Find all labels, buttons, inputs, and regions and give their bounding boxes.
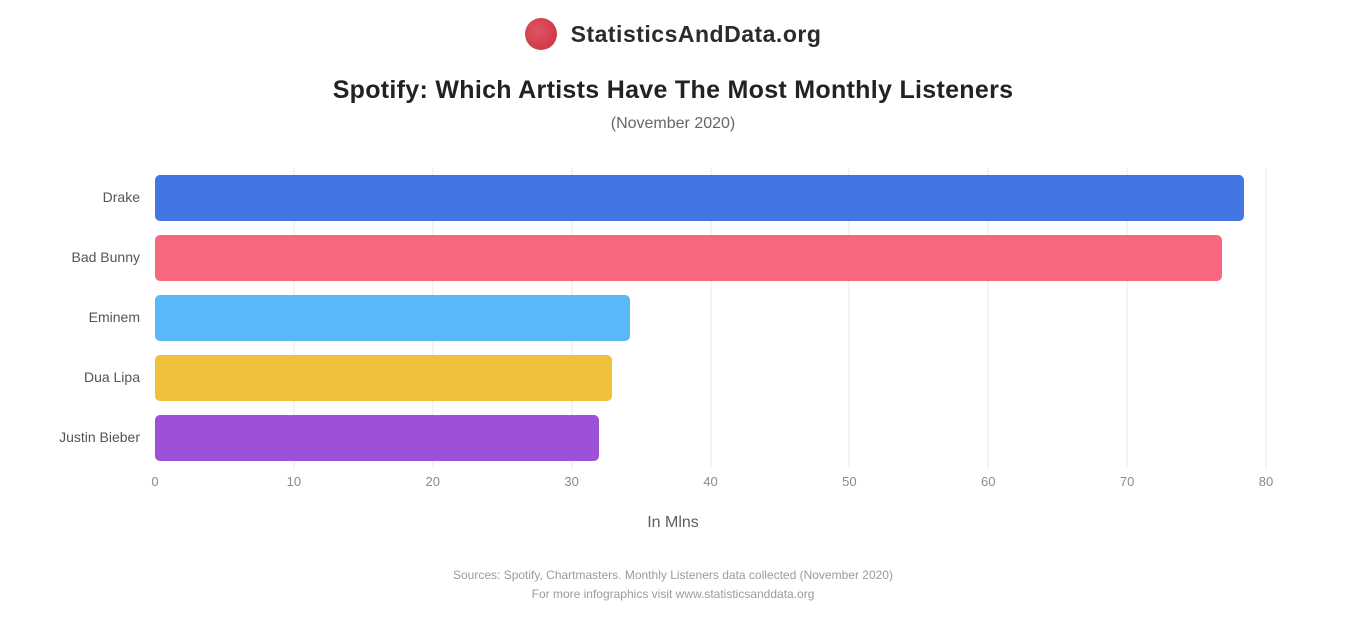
gridline	[1265, 168, 1267, 468]
y-label: Dua Lipa	[83, 369, 140, 386]
x-tick-label: 0	[151, 474, 159, 489]
y-label: Justin Bieber	[59, 429, 140, 446]
site-logo: StatisticsAndData.org	[0, 18, 1346, 50]
chart-subtitle: (November 2020)	[610, 115, 736, 132]
gridline	[1126, 168, 1129, 468]
footer: Sources: Spotify, Chartmasters. Monthly …	[0, 568, 1346, 601]
gridline	[987, 168, 990, 468]
x-tick-label: 60	[981, 474, 996, 489]
x-tick-label: 10	[286, 474, 302, 489]
bar-justin-bieber	[155, 415, 600, 461]
x-tick-label: 80	[1258, 474, 1274, 489]
y-label: Drake	[102, 189, 140, 206]
x-tick-label: 70	[1119, 474, 1135, 489]
bar-eminem	[155, 295, 630, 341]
source-note: Sources: Spotify, Chartmasters. Monthly …	[453, 568, 893, 582]
chart-title: Spotify: Which Artists Have The Most Mon…	[332, 76, 1014, 104]
x-axis-ticks: 0 10 20 30 40 50 60 70 80	[151, 474, 1273, 490]
gridline	[709, 168, 712, 468]
bar-drake	[155, 175, 1244, 221]
site-note: For more infographics visit www.statisti…	[531, 587, 815, 601]
x-axis-label: In Mlns	[647, 514, 699, 531]
y-axis-labels: Drake Bad Bunny Eminem Dua Lipa Justin Biebe…	[0, 168, 140, 468]
y-label: Eminem	[88, 309, 140, 326]
gridline	[848, 168, 851, 468]
x-tick-label: 30	[564, 474, 579, 489]
bar-bad-bunny	[155, 235, 1222, 281]
bar-row	[155, 288, 1266, 348]
bar-rows	[155, 168, 1266, 468]
plot-area	[155, 168, 1267, 468]
x-tick-label: 50	[842, 474, 857, 489]
x-tick-label: 20	[425, 474, 440, 489]
logo-text: StatisticsAndData.org	[570, 20, 822, 47]
bar-row	[155, 228, 1266, 288]
logo-icon	[524, 18, 557, 50]
bar-row	[155, 408, 1266, 468]
bar-row	[155, 348, 1266, 408]
y-label: Bad Bunny	[71, 249, 141, 266]
x-tick-label: 40	[703, 474, 718, 489]
bar-dua-lipa	[155, 355, 612, 401]
bar-row	[155, 168, 1266, 228]
